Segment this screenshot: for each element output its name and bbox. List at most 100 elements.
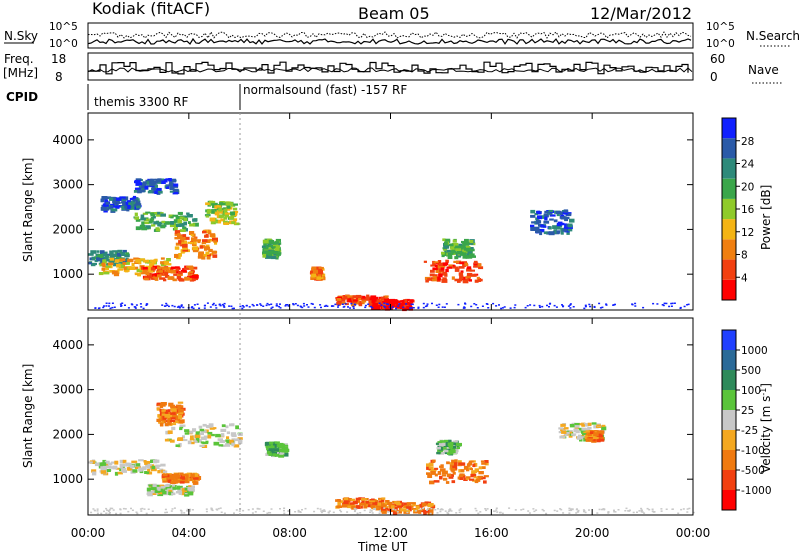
power-cell: [108, 197, 114, 201]
velocity-cell: [406, 502, 412, 506]
velocity-cell: [581, 424, 585, 427]
velocity-cell: [158, 421, 164, 424]
beam-title: Beam 05: [358, 4, 430, 23]
velocity-cell: [686, 508, 689, 510]
velocity-cell: [434, 467, 439, 470]
velocity-cell: [161, 489, 166, 492]
power-cell: [448, 243, 454, 247]
velocity-cell: [455, 446, 460, 450]
velocity-cell: [370, 504, 376, 508]
velocity-colorbar-cell: [722, 430, 736, 450]
velocity-cell: [146, 464, 151, 469]
power-cell: [544, 210, 549, 214]
velocity-cell: [344, 497, 348, 501]
velocity-cell: [162, 470, 168, 473]
power-colorbar-tick-label: 20: [741, 181, 754, 193]
power-cell: [123, 269, 130, 272]
power-cell: [382, 302, 387, 306]
power-cell: [178, 253, 182, 257]
power-cell: [125, 257, 129, 262]
velocity-cell: [150, 459, 156, 463]
velocity-blob-9: [435, 439, 462, 456]
power-cell: [465, 255, 469, 259]
nsearch-label: N.Search: [746, 29, 800, 43]
power-cell: [145, 211, 151, 214]
velocity-cell: [686, 511, 689, 513]
power-cell: [109, 250, 114, 255]
power-cell: [432, 276, 437, 279]
power-ytick-label: 3000: [52, 178, 83, 192]
velocity-blob-11: [584, 430, 605, 443]
power-cell: [631, 303, 634, 305]
velocity-cell: [155, 464, 161, 467]
velocity-cell: [613, 511, 616, 513]
power-cell: [375, 305, 381, 308]
power-cell: [313, 306, 316, 309]
power-cell: [198, 307, 201, 309]
power-cell: [156, 213, 162, 217]
power-cell: [565, 213, 572, 217]
velocity-cell: [110, 461, 117, 464]
power-cell: [156, 211, 162, 215]
velocity-cell: [258, 508, 261, 510]
nave-label: Nave: [748, 63, 779, 77]
velocity-cell: [582, 509, 585, 511]
power-cell: [96, 250, 100, 253]
power-cell: [166, 304, 169, 306]
power-cell: [120, 196, 126, 199]
power-cell: [156, 191, 161, 195]
velocity-cell: [172, 473, 177, 477]
power-cell: [378, 300, 383, 304]
power-cell: [182, 243, 188, 248]
velocity-cell: [160, 402, 166, 405]
velocity-cell: [614, 511, 617, 513]
velocity-cell: [387, 508, 392, 512]
power-cell: [177, 273, 183, 276]
power-cell: [129, 266, 136, 270]
power-cell: [605, 304, 608, 306]
power-cell: [164, 270, 171, 273]
power-cell: [642, 306, 645, 309]
power-cell: [150, 178, 157, 181]
power-cell: [458, 266, 465, 269]
velocity-cell: [411, 508, 418, 510]
velocity-colorbar-tick-label: -25: [741, 425, 758, 437]
power-cell: [311, 303, 314, 305]
power-cell: [212, 302, 215, 305]
power-cell: [150, 212, 155, 217]
velocity-cell: [131, 460, 138, 464]
velocity-cell: [188, 510, 191, 512]
velocity-cell: [225, 425, 229, 429]
velocity-cell: [478, 471, 484, 475]
velocity-cell: [283, 507, 286, 509]
power-cell: [501, 307, 504, 309]
power-cell: [307, 306, 310, 308]
velocity-cell: [173, 413, 177, 418]
velocity-cell: [166, 511, 168, 514]
power-cell: [189, 231, 195, 235]
power-cell: [344, 294, 350, 298]
power-cell: [671, 302, 674, 305]
velocity-cell: [107, 509, 110, 512]
velocity-cell: [588, 509, 590, 511]
velocity-cell: [450, 510, 453, 512]
velocity-cell: [223, 512, 226, 514]
power-cell: [383, 305, 386, 308]
power-cell: [380, 304, 383, 306]
power-cell: [265, 255, 271, 259]
velocity-cell: [168, 476, 175, 481]
velocity-cell: [369, 509, 372, 511]
power-cell: [211, 250, 217, 254]
power-cell: [337, 304, 340, 307]
velocity-cell: [651, 510, 654, 512]
velocity-cell: [359, 502, 366, 506]
power-cell: [177, 277, 183, 281]
power-cell: [102, 259, 107, 263]
velocity-blob-2: [146, 483, 195, 497]
velocity-cell: [238, 439, 243, 443]
power-cell: [539, 306, 541, 308]
velocity-cell: [229, 439, 234, 444]
power-cell: [160, 263, 167, 267]
power-cell: [168, 214, 174, 218]
velocity-cell: [427, 474, 433, 478]
